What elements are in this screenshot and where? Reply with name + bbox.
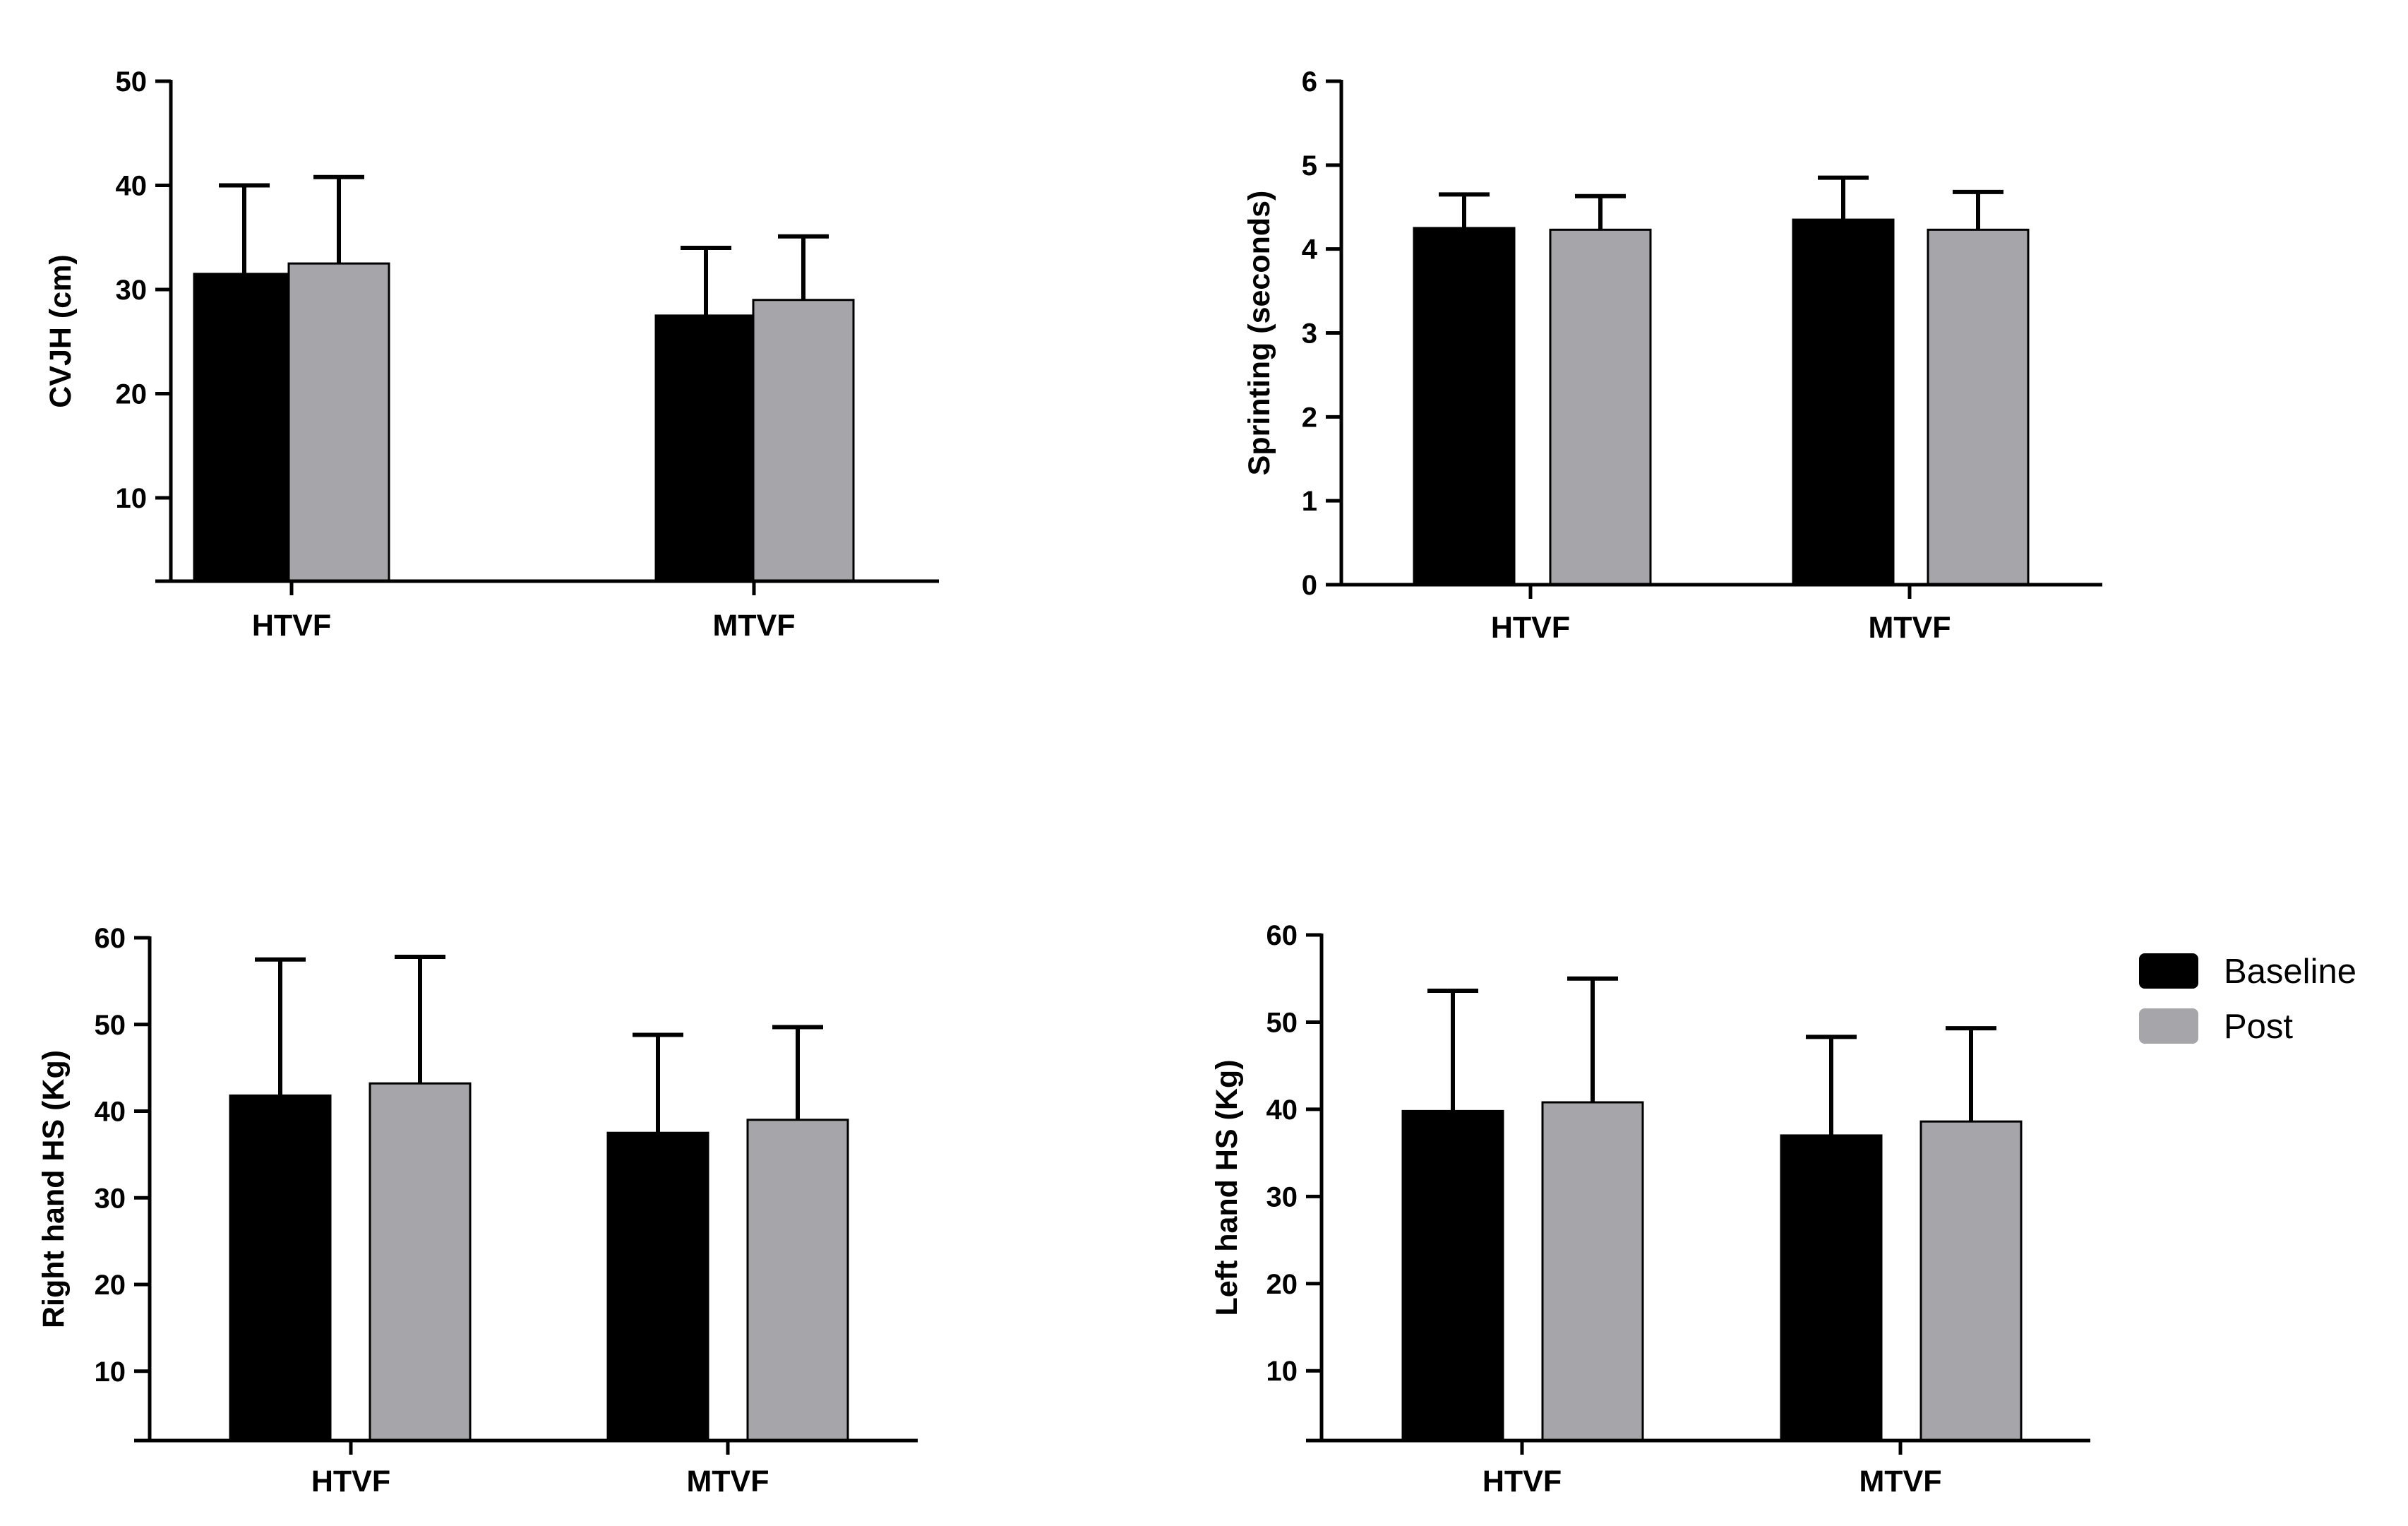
legend-swatch-post — [2139, 1008, 2198, 1044]
legend-label-baseline: Baseline — [2224, 953, 2356, 991]
y-tick-label: 2 — [1302, 402, 1317, 433]
chart-sprinting: 0 1 2 3 4 5 6 HTVF MTVF Sprinting (seconds) — [1242, 66, 2102, 645]
bar-post-htvf — [369, 1082, 472, 1442]
x-tick-label: HTVF — [252, 609, 331, 643]
y-tick-label: 1 — [1302, 486, 1317, 517]
bar-baseline-mtvf — [606, 1131, 709, 1442]
bar-baseline-mtvf — [1792, 218, 1895, 586]
y-tick-label: 10 — [116, 483, 148, 514]
chart-cvjh: 10 20 30 40 50 HTVF MTVF CVJH (cm) — [44, 66, 939, 643]
y-tick-label: 30 — [95, 1183, 126, 1214]
legend-swatch-baseline — [2139, 953, 2198, 989]
y-tick-label: 50 — [95, 1010, 126, 1041]
y-axis-title: Sprinting (seconds) — [1242, 191, 1276, 476]
y-tick-label: 20 — [1266, 1269, 1298, 1300]
y-axis-title: Left hand HS (Kg) — [1210, 1059, 1244, 1316]
y-tick-label: 0 — [1302, 570, 1317, 601]
legend: Baseline Post — [2139, 953, 2356, 1046]
y-tick-label: 6 — [1302, 66, 1317, 97]
y-tick-label: 30 — [116, 275, 148, 306]
y-tick-label: 10 — [1266, 1356, 1298, 1387]
y-tick-label: 60 — [95, 923, 126, 954]
y-tick-label: 30 — [1266, 1181, 1298, 1212]
y-tick-label: 4 — [1302, 234, 1318, 266]
bar-baseline-htvf — [1401, 1109, 1504, 1442]
bar-baseline-htvf — [1413, 227, 1516, 586]
legend-label-post: Post — [2224, 1008, 2293, 1046]
bar-post-mtvf — [746, 1119, 849, 1442]
x-tick-label: MTVF — [712, 609, 795, 643]
y-tick-label: 20 — [95, 1270, 126, 1301]
x-tick-label: HTVF — [1491, 611, 1570, 645]
x-tick-label: MTVF — [686, 1465, 769, 1498]
y-tick-label: 50 — [116, 66, 148, 97]
bar-post-htvf — [287, 262, 390, 583]
bar-post-htvf — [1549, 228, 1652, 586]
chart-right-hand-hs: 10 20 30 40 50 60 HTVF MTVF Right hand HS (Kg) — [37, 923, 918, 1498]
y-tick-label: 40 — [95, 1097, 126, 1128]
x-tick-label: MTVF — [1859, 1465, 1941, 1498]
bar-post-mtvf — [1927, 228, 2030, 586]
bar-baseline-mtvf — [654, 314, 757, 583]
y-tick-label: 10 — [95, 1357, 126, 1388]
y-tick-label: 50 — [1266, 1007, 1298, 1038]
y-tick-label: 40 — [1266, 1095, 1298, 1126]
chart-left-hand-hs: 10 20 30 40 50 60 HTVF MTVF Left hand HS (Kg) — [1210, 920, 2090, 1498]
bar-post-mtvf — [752, 299, 855, 583]
bar-post-htvf — [1541, 1101, 1644, 1442]
x-tick-label: MTVF — [1868, 611, 1951, 645]
y-tick-label: 40 — [116, 171, 148, 202]
bar-baseline-htvf — [193, 273, 296, 583]
y-tick-label: 60 — [1266, 920, 1298, 951]
y-tick-label: 3 — [1302, 318, 1317, 350]
x-tick-label: HTVF — [1482, 1465, 1562, 1498]
bar-post-mtvf — [1919, 1120, 2023, 1442]
y-axis-title: CVJH (cm) — [44, 254, 78, 407]
y-axis-title: Right hand HS (Kg) — [37, 1050, 71, 1328]
bar-baseline-htvf — [229, 1094, 332, 1442]
bar-baseline-mtvf — [1780, 1134, 1883, 1442]
x-tick-label: HTVF — [311, 1465, 390, 1498]
y-tick-label: 5 — [1302, 150, 1317, 181]
y-tick-label: 20 — [116, 379, 148, 410]
